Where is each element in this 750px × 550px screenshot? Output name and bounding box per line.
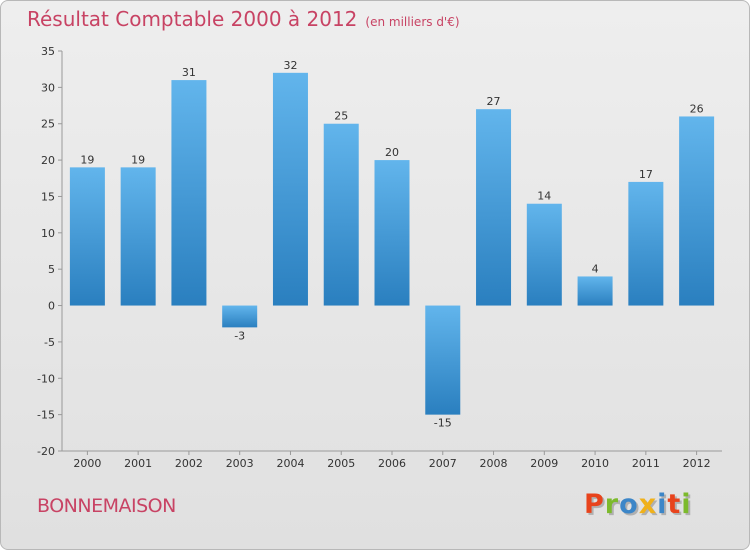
- logo-text: Proxiti: [584, 489, 692, 520]
- data-label-2011: 17: [639, 168, 653, 181]
- y-tick-label: 30: [41, 81, 55, 94]
- y-tick-label: 35: [41, 45, 55, 58]
- x-tick-label-2009: 2009: [530, 457, 558, 470]
- data-label-2002: 31: [182, 66, 196, 79]
- place-name: BONNEMAISON: [37, 495, 176, 517]
- y-tick-label: 5: [48, 263, 55, 276]
- y-tick-label: 20: [41, 154, 55, 167]
- y-tick-label: -20: [37, 445, 55, 458]
- x-tick-label-2004: 2004: [276, 457, 304, 470]
- data-label-2008: 27: [487, 95, 501, 108]
- y-tick-label: -15: [37, 409, 55, 422]
- data-label-2006: 20: [385, 146, 399, 159]
- logo-letter: r: [604, 489, 620, 520]
- logo-letter: i: [657, 489, 668, 520]
- x-tick-label-2006: 2006: [378, 457, 406, 470]
- bar-2003: [222, 305, 258, 328]
- x-tick-label-2001: 2001: [124, 457, 152, 470]
- bar-2000: [69, 167, 105, 306]
- bar-2009: [526, 203, 562, 306]
- data-label-2005: 25: [334, 110, 348, 123]
- y-tick-label: 0: [48, 300, 55, 313]
- y-tick-label: -5: [44, 336, 55, 349]
- bar-2012: [679, 116, 715, 306]
- x-tick-label-2000: 2000: [73, 457, 101, 470]
- x-tick-label-2007: 2007: [429, 457, 457, 470]
- bar-2008: [476, 109, 512, 306]
- x-tick-label-2005: 2005: [327, 457, 355, 470]
- data-label-2003: -3: [234, 329, 245, 342]
- proxiti-logo[interactable]: Proxiti Proxiti: [584, 489, 694, 522]
- logo-letter: i: [681, 489, 692, 520]
- logo-letter: t: [667, 489, 682, 520]
- bar-2001: [120, 167, 156, 306]
- chart-title-text: Résultat Comptable 2000 à 2012: [27, 7, 358, 31]
- x-tick-label-2012: 2012: [683, 457, 711, 470]
- logo-letter: o: [619, 489, 639, 520]
- bar-2006: [374, 160, 410, 306]
- data-label-2012: 26: [690, 102, 704, 115]
- y-tick-label: 15: [41, 190, 55, 203]
- x-tick-label-2011: 2011: [632, 457, 660, 470]
- x-tick-label-2008: 2008: [480, 457, 508, 470]
- data-label-2001: 19: [131, 153, 145, 166]
- logo-letter: P: [584, 489, 605, 520]
- bar-2007: [425, 305, 461, 415]
- x-tick-label-2002: 2002: [175, 457, 203, 470]
- bar-2002: [171, 80, 207, 306]
- y-tick-label: 10: [41, 227, 55, 240]
- data-label-2010: 4: [592, 262, 599, 275]
- bar-2010: [577, 276, 613, 306]
- data-label-2009: 14: [537, 190, 551, 203]
- logo-letter: x: [638, 489, 658, 520]
- chart-subtitle: (en milliers d'€): [365, 15, 460, 29]
- logo-shadow: Proxiti: [586, 491, 694, 522]
- chart-title: Résultat Comptable 2000 à 2012 (en millie…: [27, 7, 460, 31]
- bar-2004: [272, 72, 308, 306]
- data-label-2007: -15: [434, 417, 452, 430]
- data-label-2004: 32: [283, 59, 297, 72]
- y-tick-label: -10: [37, 372, 55, 385]
- y-tick-label: 25: [41, 118, 55, 131]
- bar-2011: [628, 181, 664, 306]
- x-tick-label-2003: 2003: [226, 457, 254, 470]
- x-tick-label-2010: 2010: [581, 457, 609, 470]
- data-label-2000: 19: [80, 153, 94, 166]
- bar-2005: [323, 123, 359, 306]
